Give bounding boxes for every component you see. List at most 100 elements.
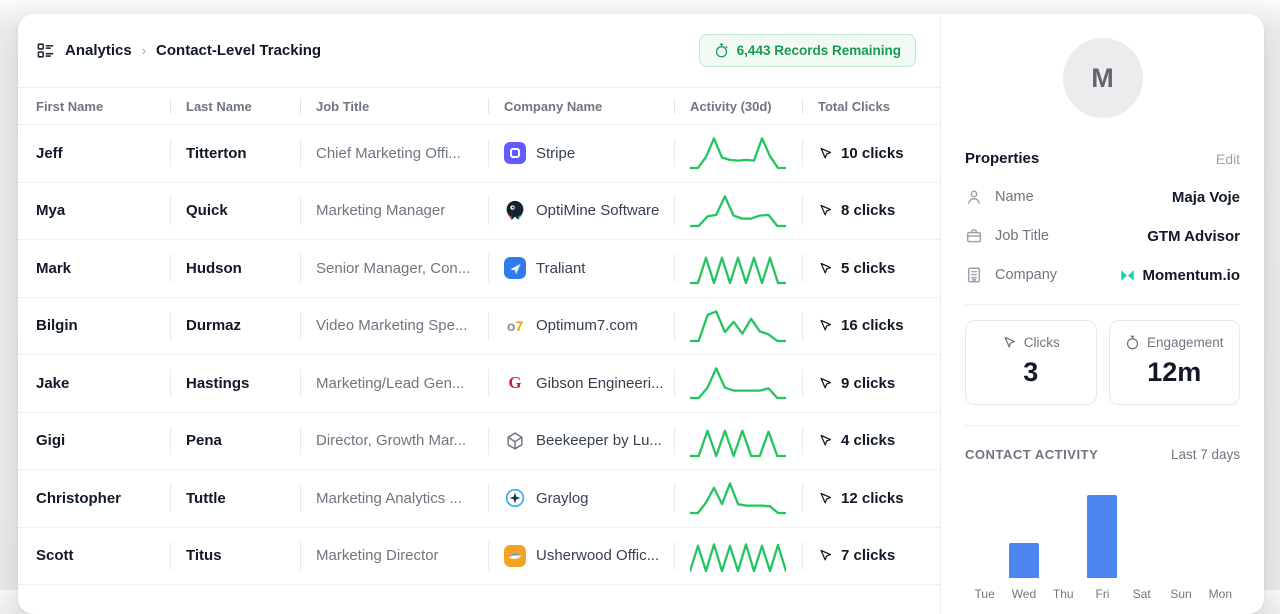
first-name-cell: Jake [36, 355, 170, 412]
chart-day-label: Tue [965, 587, 1004, 601]
graylog-logo [504, 487, 526, 509]
contact-detail-panel: M Properties Edit Name Maja Voje Job Tit… [940, 14, 1264, 614]
engagement-stat-card: Engagement 12m [1109, 320, 1241, 405]
table-row[interactable]: ScottTitusMarketing DirectorUsherwood Of… [18, 528, 940, 586]
total-clicks-text: 4 clicks [841, 432, 895, 449]
table-row[interactable]: MarkHudsonSenior Manager, Con...Traliant… [18, 240, 940, 298]
stripe-logo [504, 142, 526, 164]
clicks-stat-card: Clicks 3 [965, 320, 1097, 405]
property-row-job-title: Job Title GTM Advisor [965, 227, 1240, 245]
company-name-text: Optimum7.com [536, 317, 638, 334]
briefcase-icon [965, 227, 983, 245]
breadcrumb: Analytics › Contact-Level Tracking [36, 41, 321, 60]
job-title-cell: Video Marketing Spe... [300, 298, 488, 355]
col-job-title[interactable]: Job Title [300, 99, 488, 114]
property-label: Company [995, 267, 1057, 283]
activity-sparkline [674, 470, 802, 527]
table-row[interactable]: GigiPenaDirector, Growth Mar...Beekeeper… [18, 413, 940, 471]
activity-sparkline [674, 355, 802, 412]
total-clicks-cell: 5 clicks [802, 240, 940, 297]
col-total-clicks[interactable]: Total Clicks [802, 99, 940, 114]
chart-day-label: Sun [1161, 587, 1200, 601]
table-header: First Name Last Name Job Title Company N… [18, 88, 940, 125]
usherwood-logo [504, 545, 526, 567]
first-name-cell: Christopher [36, 470, 170, 527]
company-name-text: Usherwood Offic... [536, 547, 659, 564]
cursor-click-icon [818, 261, 833, 276]
property-value-name: Maja Voje [1172, 189, 1240, 206]
momentum-logo [1119, 268, 1136, 283]
activity-sparkline [674, 183, 802, 240]
stats-row: Clicks 3 Engagement 12m [965, 320, 1240, 405]
activity-sparkline [674, 528, 802, 585]
properties-title: Properties [965, 150, 1039, 167]
chart-day-labels: TueWedThuFriSatSunMon [965, 587, 1240, 601]
cursor-click-icon [818, 203, 833, 218]
property-label: Job Title [995, 228, 1049, 244]
job-title-cell: Marketing Director [300, 528, 488, 585]
breadcrumb-page: Contact-Level Tracking [156, 42, 321, 59]
breadcrumb-separator: › [142, 43, 146, 58]
total-clicks-text: 12 clicks [841, 490, 904, 507]
company-name-text: Traliant [536, 260, 585, 277]
col-first-name[interactable]: First Name [36, 99, 170, 114]
last-name-cell: Hastings [170, 355, 300, 412]
cursor-click-icon [818, 491, 833, 506]
edit-properties-button[interactable]: Edit [1216, 151, 1240, 167]
topbar: Analytics › Contact-Level Tracking 6,443… [18, 14, 940, 88]
breadcrumb-section[interactable]: Analytics [65, 42, 132, 59]
company-value-text: Momentum.io [1143, 267, 1241, 284]
stopwatch-icon [1125, 335, 1140, 350]
company-cell: OptiMine Software [488, 183, 674, 240]
property-label: Name [995, 189, 1034, 205]
last-name-cell: Durmaz [170, 298, 300, 355]
contact-activity-chart [965, 470, 1240, 578]
table-body: JeffTittertonChief Marketing Offi...Stri… [18, 125, 940, 614]
contact-avatar: M [1063, 38, 1143, 118]
total-clicks-text: 5 clicks [841, 260, 895, 277]
table-row[interactable]: JakeHastingsMarketing/Lead Gen...GGibson… [18, 355, 940, 413]
total-clicks-text: 7 clicks [841, 547, 895, 564]
properties-header: Properties Edit [965, 150, 1240, 167]
total-clicks-cell: 9 clicks [802, 355, 940, 412]
first-name-cell: Mya [36, 183, 170, 240]
col-last-name[interactable]: Last Name [170, 99, 300, 114]
col-activity[interactable]: Activity (30d) [674, 99, 802, 114]
table-row[interactable]: BilginDurmazVideo Marketing Spe...o7Opti… [18, 298, 940, 356]
last-name-cell: Quick [170, 183, 300, 240]
chart-column [1122, 470, 1161, 578]
total-clicks-cell: 12 clicks [802, 470, 940, 527]
last-name-cell: Hudson [170, 240, 300, 297]
activity-bar-fri [1087, 495, 1117, 578]
first-name-cell: Mark [36, 240, 170, 297]
total-clicks-cell: 7 clicks [802, 528, 940, 585]
cursor-click-icon [818, 146, 833, 161]
company-name-text: Beekeeper by Lu... [536, 432, 662, 449]
company-name-text: Gibson Engineeri... [536, 375, 664, 392]
property-value-company: Momentum.io [1119, 267, 1241, 284]
table-row[interactable]: ChristopherTuttleMarketing Analytics ...… [18, 470, 940, 528]
total-clicks-text: 10 clicks [841, 145, 904, 162]
company-cell: GGibson Engineeri... [488, 355, 674, 412]
chart-day-label: Mon [1201, 587, 1240, 601]
company-cell: Usherwood Offic... [488, 528, 674, 585]
last-name-cell: Pena [170, 413, 300, 470]
beekeeper-logo [504, 430, 526, 452]
records-remaining-badge: 6,443 Records Remaining [699, 34, 916, 67]
job-title-cell: Marketing/Lead Gen... [300, 355, 488, 412]
last-name-cell: Titus [170, 528, 300, 585]
table-row[interactable]: MyaQuickMarketing ManagerOptiMine Softwa… [18, 183, 940, 241]
company-name-text: OptiMine Software [536, 202, 659, 219]
col-company-name[interactable]: Company Name [488, 99, 674, 114]
total-clicks-text: 8 clicks [841, 202, 895, 219]
property-value-job-title: GTM Advisor [1147, 228, 1240, 245]
company-cell: Graylog [488, 470, 674, 527]
job-title-cell: Chief Marketing Offi... [300, 125, 488, 182]
clicks-stat-label: Clicks [1024, 335, 1060, 350]
optimum7-logo: o7 [504, 315, 526, 337]
table-row[interactable]: JeffTittertonChief Marketing Offi...Stri… [18, 125, 940, 183]
company-name-text: Stripe [536, 145, 575, 162]
company-cell: Traliant [488, 240, 674, 297]
total-clicks-cell: 4 clicks [802, 413, 940, 470]
optimine-logo [504, 200, 526, 222]
